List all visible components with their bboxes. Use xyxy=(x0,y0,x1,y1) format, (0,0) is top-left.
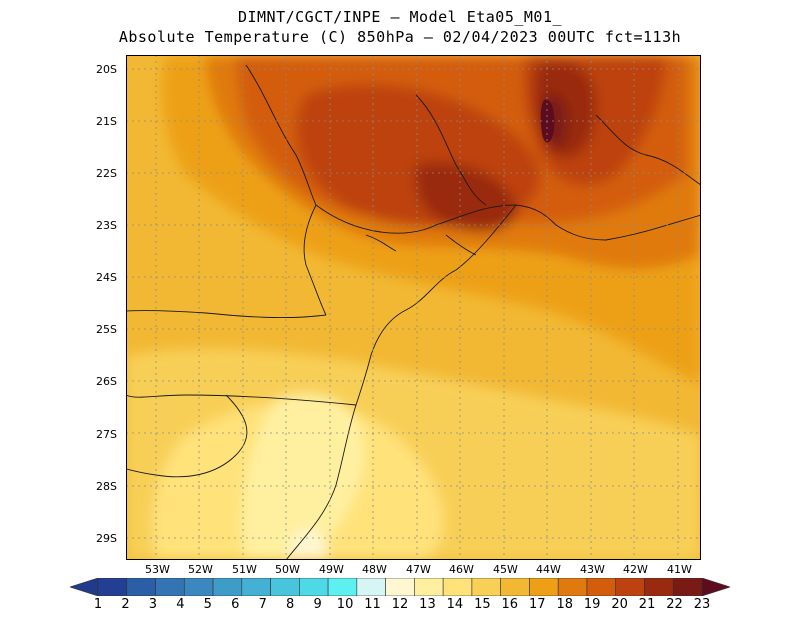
temperature-map xyxy=(126,55,701,560)
colorbar-label: 12 xyxy=(391,597,409,612)
lat-label-22s: 22S xyxy=(96,167,117,180)
colorbar-cell xyxy=(644,578,674,596)
colorbar-cell xyxy=(126,578,156,596)
lon-label-49w: 49W xyxy=(319,563,344,576)
colorbar-label: 4 xyxy=(176,597,185,612)
lat-label-28s: 28S xyxy=(96,480,117,493)
lon-label-46w: 46W xyxy=(449,563,474,576)
colorbar-label: 6 xyxy=(231,597,240,612)
colorbar-cell xyxy=(529,578,559,596)
lon-label-48w: 48W xyxy=(362,563,387,576)
colorbar-cell xyxy=(500,578,530,596)
lon-label-52w: 52W xyxy=(188,563,213,576)
colorbar-label: 20 xyxy=(611,597,628,612)
colorbar-arrow-low xyxy=(70,578,99,596)
colorbar-label: 17 xyxy=(528,597,546,612)
title-line-2: Absolute Temperature (C) 850hPa – 02/04/… xyxy=(118,28,682,46)
colorbar-label: 23 xyxy=(693,597,711,612)
colorbar-label: 7 xyxy=(258,597,267,612)
colorbar-label: 21 xyxy=(638,597,656,612)
lon-label-43w: 43W xyxy=(580,563,605,576)
graticule xyxy=(126,55,701,560)
lon-label-50w: 50W xyxy=(275,563,300,576)
colorbar-cell xyxy=(557,578,588,596)
colorbar-cell xyxy=(270,578,300,596)
colorbar-label: 19 xyxy=(583,597,601,612)
lat-label-20s: 20S xyxy=(96,63,117,76)
colorbar-cell xyxy=(385,578,415,596)
colorbar xyxy=(70,578,730,596)
colorbar-label: 15 xyxy=(474,597,491,612)
lat-label-24s: 24S xyxy=(96,271,117,284)
colorbar-cell xyxy=(183,578,214,596)
colorbar-cell xyxy=(212,578,243,596)
lat-label-26s: 26S xyxy=(96,375,117,388)
lon-label-45w: 45W xyxy=(493,563,518,576)
lat-label-25s: 25S xyxy=(96,323,117,336)
colorbar-cell xyxy=(97,578,128,596)
coastline-borders xyxy=(126,64,701,560)
lat-label-27s: 27S xyxy=(96,428,117,441)
colorbar-cell xyxy=(155,578,185,596)
colorbar-label: 11 xyxy=(364,597,381,612)
colorbar-label: 13 xyxy=(419,597,436,612)
colorbar-cell xyxy=(471,578,501,596)
colorbar-cell xyxy=(356,578,386,596)
lon-label-53w: 53W xyxy=(145,563,170,576)
colorbar-label: 1 xyxy=(93,597,103,612)
colorbar-label: 5 xyxy=(203,597,212,612)
field-darkred xyxy=(415,162,517,232)
colorbar-cell xyxy=(615,578,645,596)
lat-label-23s: 23S xyxy=(96,219,117,232)
colorbar-cell xyxy=(586,578,617,596)
field-paleyellow xyxy=(242,394,365,560)
title-line-1: DIMNT/CGCT/INPE – Model Eta05_M01_ xyxy=(237,8,563,26)
lon-label-44w: 44W xyxy=(536,563,561,576)
colorbar-label: 2 xyxy=(121,597,130,612)
colorbar-label: 9 xyxy=(313,597,322,612)
colorbar-label: 22 xyxy=(666,597,683,612)
colorbar-label: 8 xyxy=(286,597,295,612)
colorbar-label: 18 xyxy=(556,597,573,612)
colorbar-cell xyxy=(241,578,271,596)
colorbar-label: 14 xyxy=(446,597,464,612)
colorbar-label: 3 xyxy=(148,597,158,612)
lat-label-21s: 21S xyxy=(96,115,117,128)
colorbar-cell xyxy=(414,578,444,596)
map-frame xyxy=(126,55,701,560)
colorbar-cell xyxy=(442,578,473,596)
colorbar-arrow-high xyxy=(701,578,730,596)
colorbar-cell xyxy=(327,578,358,596)
colorbar-label: 16 xyxy=(501,597,519,612)
lat-label-29s: 29S xyxy=(96,532,117,545)
colorbar-cell xyxy=(299,578,329,596)
lon-label-42w: 42W xyxy=(623,563,648,576)
colorbar-cell xyxy=(672,578,703,596)
lon-label-51w: 51W xyxy=(232,563,257,576)
lon-label-41w: 41W xyxy=(667,563,692,576)
lon-label-47w: 47W xyxy=(406,563,431,576)
colorbar-label: 10 xyxy=(336,597,354,612)
